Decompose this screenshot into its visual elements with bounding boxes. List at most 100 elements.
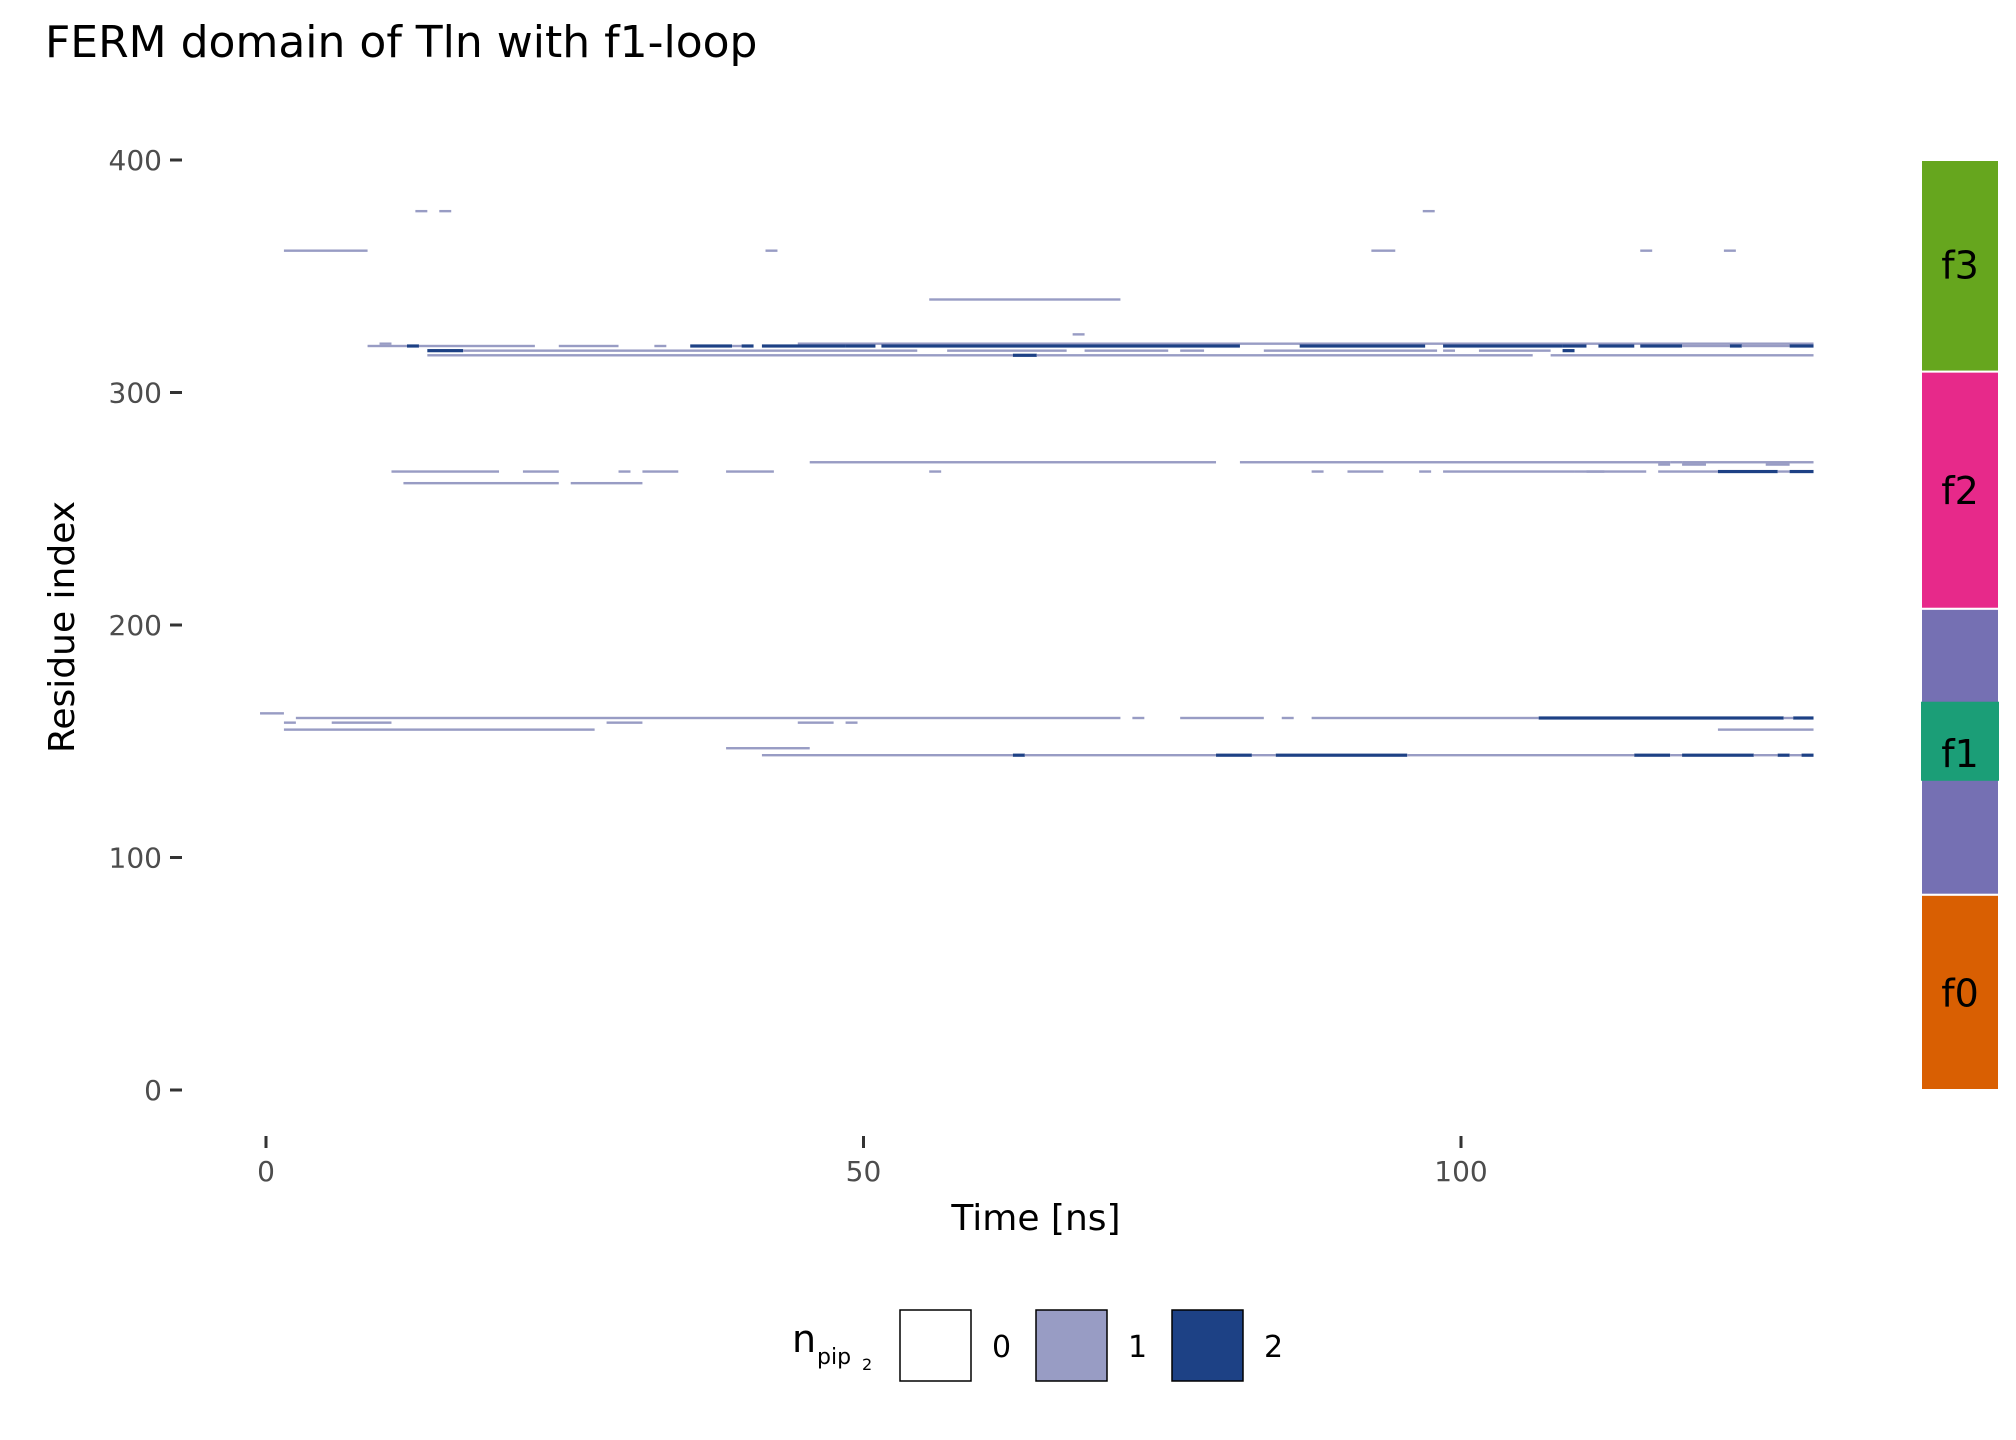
y-tick-label: 100 (109, 842, 162, 875)
contact-segment (558, 344, 619, 348)
legend-entry-label: 1 (1128, 1330, 1147, 1365)
contact-segment (379, 342, 392, 345)
contact-segment (929, 298, 1121, 301)
domain-label: f0 (1941, 971, 1979, 1015)
contact-segment (1299, 344, 1426, 348)
contact-segment (845, 721, 858, 724)
contact-segment (1789, 344, 1814, 348)
contact-segment (1251, 754, 1276, 757)
contact-segment (1036, 354, 1533, 357)
contact-segment (1682, 753, 1754, 757)
contact-segment (797, 721, 834, 724)
contact-segment (1180, 349, 1205, 352)
domain-bar: f0 f1 f2 f3 (1920, 159, 2000, 1092)
x-tick-label: 0 (257, 1155, 275, 1188)
domain-label: f2 (1941, 469, 1979, 513)
contact-segment (1682, 461, 1814, 464)
y-tick-label: 0 (144, 1074, 162, 1107)
contact-segment (1801, 753, 1814, 757)
contact-segment (1443, 344, 1563, 348)
contact-segment (1084, 349, 1169, 352)
domain-block-f3 (1920, 159, 2000, 373)
contact-segment (1793, 716, 1814, 720)
contact-segment (1216, 753, 1252, 757)
contact-segment (1419, 470, 1432, 473)
domain-label: f1 (1941, 732, 1979, 776)
contact-segment (570, 481, 643, 485)
contact-segment (1478, 349, 1551, 352)
domain-block-f2 (1920, 370, 2000, 610)
contact-segment (1239, 461, 1671, 464)
contact-segment (1422, 209, 1435, 213)
contact-segment (1789, 469, 1814, 474)
contact-segment (606, 721, 643, 724)
contact-segment (732, 344, 742, 348)
legend-key-0 (899, 1309, 972, 1382)
contact-segment (1765, 463, 1790, 466)
contact-segment (741, 344, 754, 348)
y-axis: 0 100 200 300 400 (109, 144, 182, 1107)
contact-segment (929, 470, 942, 473)
legend-title: n (792, 1317, 816, 1361)
contact-segment (1072, 333, 1085, 336)
contact-segment (1371, 249, 1396, 252)
contact-segment (1741, 344, 1790, 348)
x-axis-title: Time [ns] (950, 1198, 1120, 1239)
contact-segment (1024, 754, 1217, 757)
contact-segment (809, 461, 1217, 464)
contact-segment (1012, 753, 1025, 757)
domain-block-f1-loop (1921, 701, 1999, 781)
contact-segment (1777, 753, 1790, 757)
contact-segment (1132, 716, 1145, 720)
contact-segment (1670, 754, 1683, 757)
contact-segment (1275, 753, 1408, 757)
contact-segment (618, 470, 631, 473)
contact-segment (1682, 463, 1706, 466)
contact-segment (367, 344, 410, 348)
contact-segment (797, 342, 1814, 345)
y-tick-label: 400 (109, 144, 162, 177)
contact-segment (1443, 470, 1575, 473)
contact-segment (1783, 716, 1794, 720)
contact-segment (283, 249, 368, 252)
contact-segment (1789, 754, 1802, 757)
contact-segment (1180, 716, 1264, 720)
contact-segment (1729, 344, 1742, 348)
contact-segment (415, 209, 428, 213)
legend-title-sub: pip (817, 1345, 851, 1370)
contact-segment (1723, 249, 1736, 252)
contact-segment (1407, 754, 1635, 757)
legend-entry-label: 2 (1264, 1330, 1283, 1365)
contact-segment (726, 747, 810, 750)
contact-segment (1634, 753, 1671, 757)
legend-title-subsub: 2 (862, 1355, 872, 1374)
y-tick-label: 300 (109, 377, 162, 410)
contact-segment (418, 344, 535, 348)
plot-segments (260, 209, 1814, 757)
contact-segment (1598, 344, 1635, 348)
contact-segment (1717, 728, 1814, 731)
legend-key-1 (1035, 1309, 1108, 1382)
chart-title: FERM domain of Tln with f1-loop (45, 17, 757, 68)
x-axis: 0 50 100 (257, 1136, 1488, 1188)
contact-segment (1443, 349, 1456, 352)
contact-segment (522, 470, 559, 473)
contact-segment (1311, 470, 1324, 473)
contact-segment (761, 344, 846, 348)
contact-segment (1562, 349, 1575, 353)
contact-segment (439, 209, 452, 213)
y-tick-label: 200 (109, 609, 162, 642)
legend-key-2 (1171, 1309, 1244, 1382)
contact-segment (1562, 344, 1587, 348)
x-tick-label: 100 (1434, 1155, 1487, 1188)
contact-segment (642, 470, 679, 473)
contact-segment (1263, 349, 1438, 352)
contact-segment (391, 470, 500, 473)
x-tick-label: 50 (846, 1155, 882, 1188)
legend-entry-label: 0 (992, 1330, 1011, 1365)
contact-segment (690, 344, 733, 348)
contact-segment (1586, 470, 1647, 473)
contact-segment (295, 716, 1121, 720)
contact-segment (331, 721, 392, 724)
